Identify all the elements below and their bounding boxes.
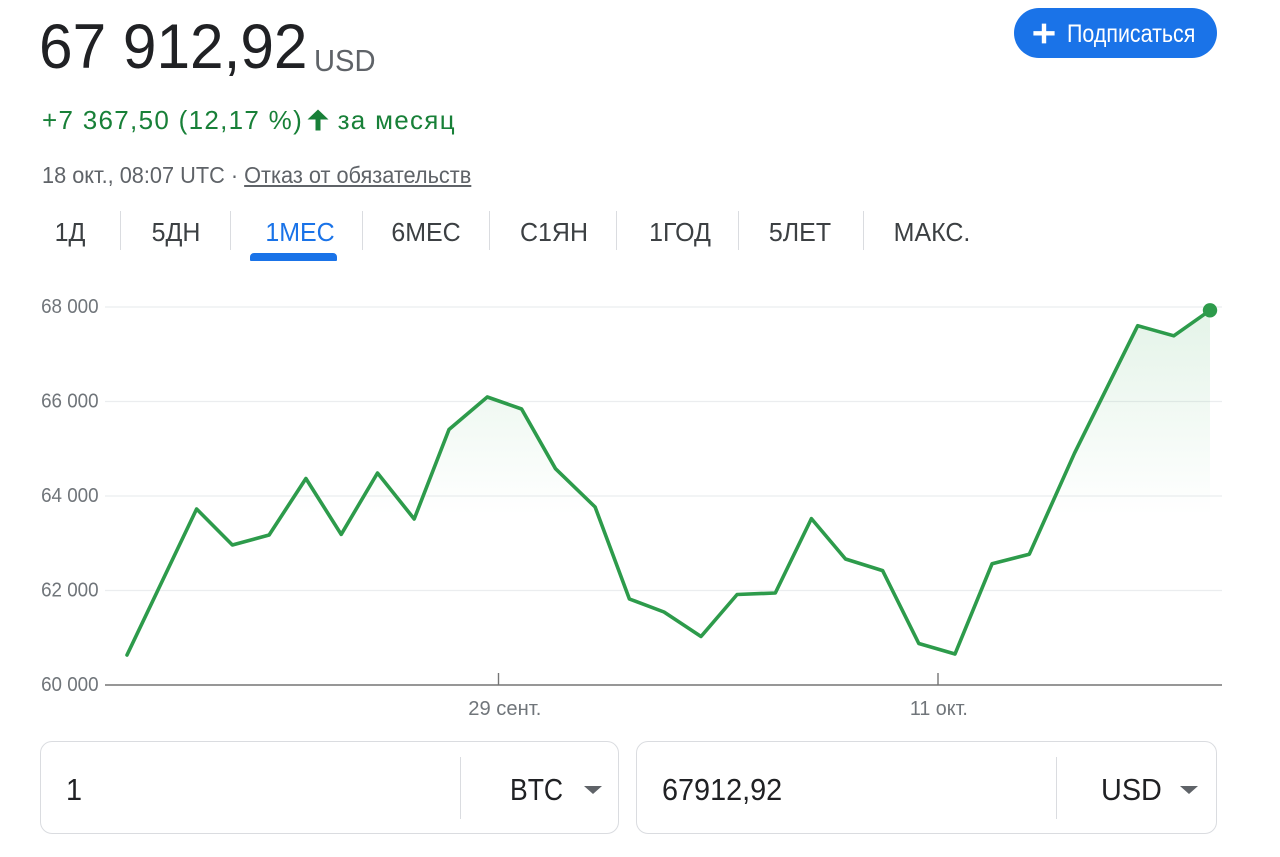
svg-text:60 000: 60 000 bbox=[41, 674, 99, 696]
svg-text:68 000: 68 000 bbox=[41, 296, 99, 318]
svg-text:66 000: 66 000 bbox=[41, 391, 99, 413]
svg-text:64 000: 64 000 bbox=[41, 485, 99, 507]
svg-text:62 000: 62 000 bbox=[41, 580, 99, 602]
svg-text:29 сент.: 29 сент. bbox=[468, 698, 541, 720]
svg-text:11 окт.: 11 окт. bbox=[910, 698, 968, 720]
